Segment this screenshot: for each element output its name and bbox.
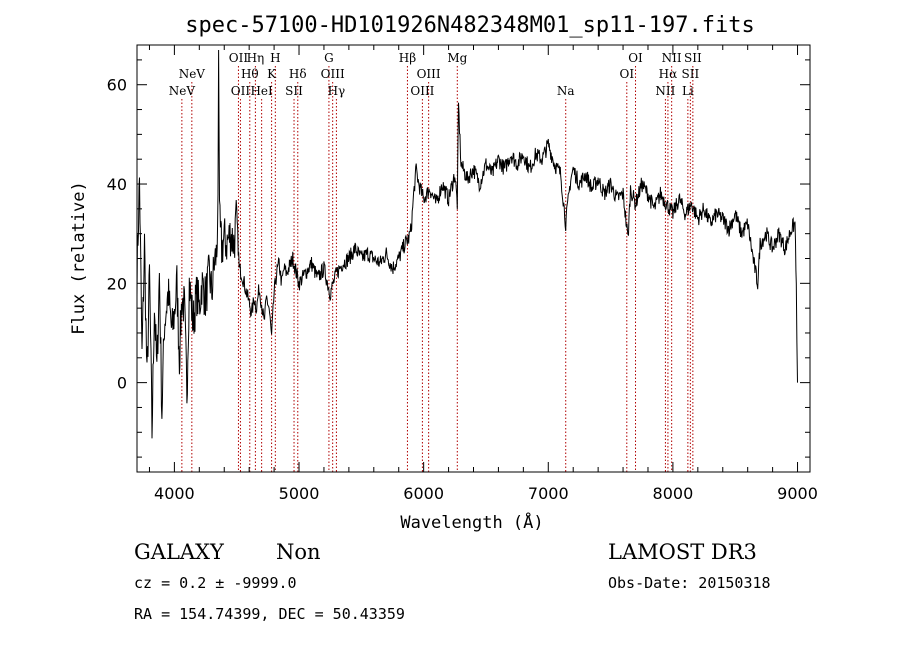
y-tick-label: 60 — [107, 76, 127, 95]
obs-date-text: Obs-Date: 20150318 — [608, 574, 771, 592]
spectral-line-label: OIII — [417, 67, 441, 81]
coordinates-text: RA = 154.74399, DEC = 50.43359 — [134, 605, 405, 623]
spectral-line-label: HeI — [250, 84, 273, 98]
y-tick-label: 40 — [107, 175, 127, 194]
x-tick-label: 8000 — [653, 484, 694, 503]
spectral-line-label: OI — [628, 51, 643, 65]
spectral-line-label: K — [267, 67, 277, 81]
spectral-line-label: Li — [682, 84, 694, 98]
spectral-line-label: H — [270, 51, 280, 65]
spectral-line-label: NII — [655, 84, 675, 98]
x-axis-ticks: 4000 5000 6000 7000 8000 9000 — [148, 45, 818, 503]
spectral-line-label: G — [324, 51, 334, 65]
y-axis-label: Flux (relative) — [69, 181, 89, 335]
y-tick-label: 0 — [117, 374, 127, 393]
x-tick-label: 7000 — [528, 484, 569, 503]
spectral-line-label: OIII — [321, 67, 345, 81]
spectrum-line — [136, 49, 798, 439]
spectral-line-label: SII — [682, 67, 700, 81]
object-class: GALAXY — [134, 540, 225, 564]
object-subclass: Non — [276, 540, 321, 564]
x-axis-label: Wavelength (Å) — [400, 511, 543, 533]
spectral-line-label: Hθ — [241, 67, 259, 81]
y-axis-ticks: 0 20 40 60 — [107, 59, 810, 458]
spectral-line-label: OI — [620, 67, 635, 81]
y-tick-label: 20 — [107, 274, 127, 293]
spectral-line-label: Hα — [659, 67, 678, 81]
redshift-text: cz = 0.2 ± -9999.0 — [134, 574, 297, 592]
spectral-line-label: OII — [231, 84, 251, 98]
x-tick-label: 4000 — [154, 484, 195, 503]
spectral-line-label: OII — [229, 51, 249, 65]
x-tick-label: 9000 — [777, 484, 818, 503]
spectral-line-label: Hγ — [328, 84, 346, 98]
spectral-line-label: Na — [557, 84, 575, 98]
spectral-line-label: OIII — [410, 84, 434, 98]
survey-name: LAMOST DR3 — [608, 540, 757, 564]
spectral-line-label: SII — [684, 51, 702, 65]
spectral-line-label: SII — [285, 84, 303, 98]
spectral-line-markers — [181, 66, 694, 472]
x-tick-label: 5000 — [279, 484, 320, 503]
chart-title: spec-57100-HD101926N482348M01_sp11-197.f… — [185, 13, 755, 38]
spectral-line-label: NeV — [179, 67, 206, 81]
spectral-line-label: Hδ — [289, 67, 307, 81]
x-tick-label: 6000 — [403, 484, 444, 503]
spectral-line-labels: NeVNeVOIIOIIHθHηHeIKHSIIHδGOIIIHγHβOIIIO… — [169, 51, 702, 98]
spectral-line-label: Hβ — [399, 51, 416, 65]
spectral-line-label: NeV — [169, 84, 196, 98]
spectral-line-label: NII — [662, 51, 682, 65]
spectral-line-label: Mg — [447, 51, 467, 65]
spectral-line-label: Hη — [247, 51, 265, 65]
